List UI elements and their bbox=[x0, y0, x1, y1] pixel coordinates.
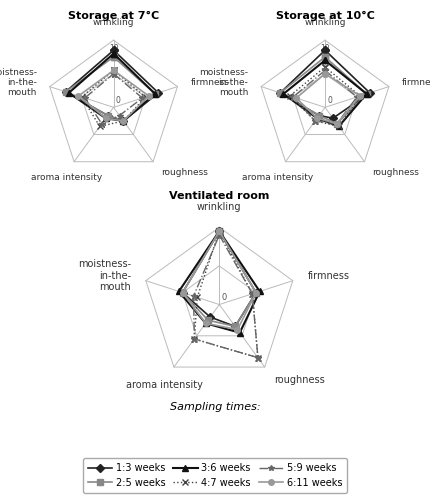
Title: Ventilated room: Ventilated room bbox=[169, 190, 270, 200]
Text: roughness: roughness bbox=[274, 374, 325, 384]
Text: firmness: firmness bbox=[307, 271, 350, 281]
Text: roughness: roughness bbox=[161, 168, 208, 177]
Text: moistness-
in-the-
mouth: moistness- in-the- mouth bbox=[78, 260, 131, 292]
Text: 0: 0 bbox=[116, 96, 120, 106]
Text: 0: 0 bbox=[327, 96, 332, 106]
Text: roughness: roughness bbox=[372, 168, 419, 177]
Text: 0: 0 bbox=[221, 293, 227, 302]
Text: aroma intensity: aroma intensity bbox=[126, 380, 203, 390]
Text: moistness-
in-the-
mouth: moistness- in-the- mouth bbox=[200, 68, 249, 98]
Text: wrinkling: wrinkling bbox=[93, 18, 134, 26]
Text: firmness: firmness bbox=[190, 78, 229, 87]
Text: 10: 10 bbox=[109, 44, 118, 53]
Text: aroma intensity: aroma intensity bbox=[242, 172, 313, 182]
Text: wrinkling: wrinkling bbox=[197, 202, 242, 212]
Text: Sampling times:: Sampling times: bbox=[170, 402, 260, 412]
Title: Storage at 10°C: Storage at 10°C bbox=[276, 10, 375, 20]
Text: 10: 10 bbox=[320, 44, 330, 53]
Legend: 1:3 weeks, 2:5 weeks, 3:6 weeks, 4:7 weeks, 5:9 weeks, 6:11 weeks: 1:3 weeks, 2:5 weeks, 3:6 weeks, 4:7 wee… bbox=[83, 458, 347, 492]
Text: 10: 10 bbox=[214, 232, 224, 241]
Text: aroma intensity: aroma intensity bbox=[31, 172, 102, 182]
Text: moistness-
in-the-
mouth: moistness- in-the- mouth bbox=[0, 68, 37, 98]
Text: firmness: firmness bbox=[402, 78, 430, 87]
Title: Storage at 7°C: Storage at 7°C bbox=[68, 10, 159, 20]
Text: wrinkling: wrinkling bbox=[304, 18, 346, 26]
